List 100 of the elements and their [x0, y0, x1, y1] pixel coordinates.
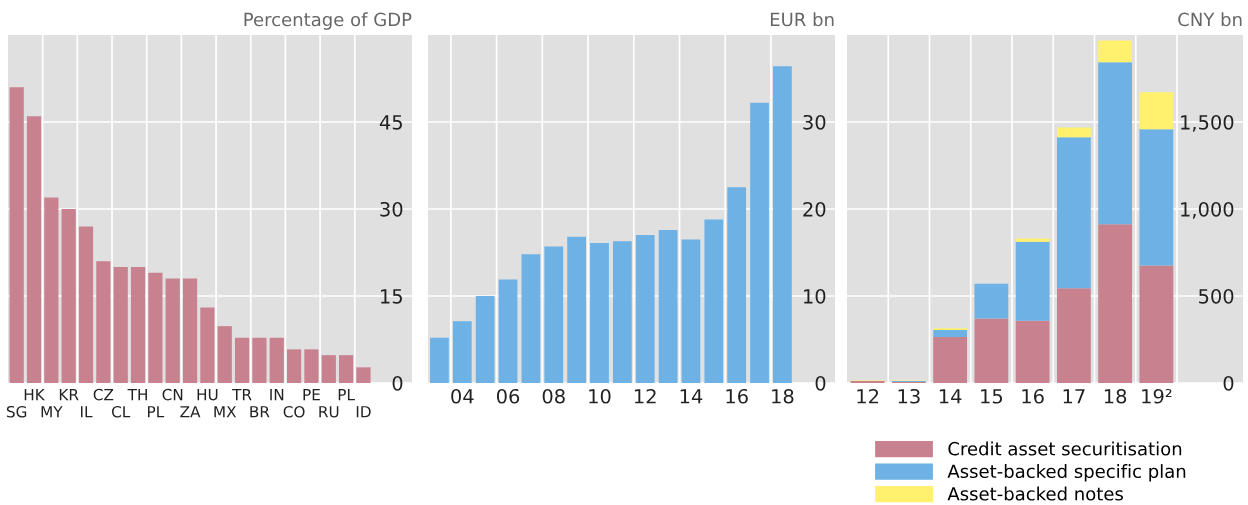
- x-tick-label: 18: [772, 388, 794, 404]
- y-tick-label: 20: [803, 201, 826, 217]
- bar: [773, 66, 792, 383]
- bar: [61, 209, 76, 383]
- legend-label: Asset-backed specific plan: [947, 464, 1186, 482]
- y-tick-label: 30: [380, 201, 403, 217]
- bar: [1139, 129, 1174, 266]
- x-tick-label: 17: [1063, 389, 1085, 404]
- bar: [1056, 288, 1091, 383]
- x-tick-label: ZA: [180, 406, 201, 418]
- x-tick-label: SG: [6, 405, 27, 418]
- x-tick-label: CO: [283, 405, 305, 418]
- y-tick-label: 10: [804, 288, 826, 304]
- bar: [1139, 92, 1174, 130]
- x-tick-label: PL: [148, 406, 165, 418]
- y-tick-label: 1,000: [1181, 201, 1234, 219]
- y-axis-title: EUR bn: [770, 12, 834, 27]
- bar: [217, 326, 232, 383]
- bar: [304, 349, 319, 383]
- bar: [498, 279, 518, 383]
- x-tick-label: 08: [542, 388, 565, 404]
- x-tick-label: 14: [680, 389, 703, 404]
- x-tick-label: 16: [1022, 388, 1044, 404]
- bar: [96, 261, 111, 383]
- bar: [1098, 224, 1133, 383]
- bar: [475, 296, 495, 383]
- y-tick-label: 30: [803, 114, 826, 130]
- bar: [750, 102, 769, 383]
- bar: [1056, 127, 1091, 138]
- bar: [1015, 320, 1050, 383]
- x-tick-label: HK: [24, 389, 46, 401]
- bar: [356, 367, 371, 383]
- y-axis-title: Percentage of GDP: [244, 12, 412, 30]
- bar: [635, 235, 655, 383]
- bar: [430, 337, 449, 383]
- bar: [252, 337, 267, 383]
- bar: [1056, 137, 1091, 289]
- x-tick-label: 13: [898, 388, 920, 404]
- bar: [44, 197, 59, 383]
- bar: [1098, 40, 1133, 63]
- x-tick-label: BR: [250, 406, 270, 418]
- bar: [590, 242, 609, 383]
- x-tick-label: CN: [162, 388, 183, 401]
- y-tick-label: 0: [1223, 375, 1234, 391]
- bar: [130, 267, 146, 383]
- bar: [567, 236, 586, 383]
- bar: [339, 355, 354, 383]
- bar: [1098, 62, 1133, 225]
- x-tick-label: 10: [589, 388, 611, 404]
- x-tick-label: 18: [1104, 388, 1127, 404]
- bar: [974, 283, 1009, 319]
- bar: [1015, 241, 1050, 321]
- x-tick-label: PL: [338, 389, 355, 401]
- bar: [78, 226, 94, 383]
- x-tick-label: IL: [81, 406, 93, 418]
- x-tick-label: KR: [59, 389, 79, 401]
- x-tick-label: CZ: [93, 388, 114, 401]
- bar: [544, 246, 564, 383]
- bar: [321, 355, 336, 383]
- bar: [148, 272, 163, 383]
- legend-label: Credit asset securitisation: [948, 441, 1182, 456]
- bar: [521, 254, 541, 383]
- x-tick-label: ID: [356, 406, 371, 418]
- x-tick-label: 14: [939, 389, 962, 404]
- bar: [933, 336, 968, 383]
- x-tick-label: CL: [111, 405, 131, 418]
- y-tick-label: 45: [379, 115, 402, 130]
- x-tick-label: TR: [232, 389, 252, 401]
- bar: [704, 219, 724, 383]
- y-tick-label: 1,500: [1181, 114, 1234, 132]
- x-tick-label: IN: [270, 389, 284, 401]
- bar: [200, 307, 215, 383]
- y-tick-label: 15: [381, 289, 402, 304]
- bar: [26, 116, 42, 383]
- bar: [269, 337, 284, 383]
- y-tick-label: 0: [392, 375, 403, 391]
- bar: [658, 229, 678, 383]
- y-tick-label: 500: [1199, 288, 1234, 304]
- x-tick-label: 12: [634, 388, 656, 404]
- bar: [1139, 265, 1174, 383]
- x-tick-label: MX: [214, 406, 237, 418]
- bar: [974, 318, 1009, 383]
- x-tick-label: 06: [496, 388, 520, 404]
- bar: [727, 187, 747, 383]
- bar: [1015, 238, 1050, 242]
- x-tick-label: 12: [857, 388, 879, 404]
- x-tick-label: RU: [319, 406, 339, 418]
- bar: [933, 330, 968, 337]
- bar: [9, 87, 24, 383]
- x-tick-label: PE: [303, 389, 320, 401]
- bar: [612, 241, 632, 383]
- x-tick-label: 19²: [1142, 388, 1172, 404]
- bar: [113, 267, 128, 383]
- y-tick-label: 0: [815, 375, 826, 391]
- x-tick-label: MY: [41, 406, 63, 418]
- bar: [286, 349, 302, 383]
- y-axis-title: CNY bn: [1178, 12, 1242, 27]
- bar: [681, 239, 701, 383]
- x-tick-label: 04: [451, 388, 474, 404]
- x-tick-label: 15: [981, 389, 1003, 404]
